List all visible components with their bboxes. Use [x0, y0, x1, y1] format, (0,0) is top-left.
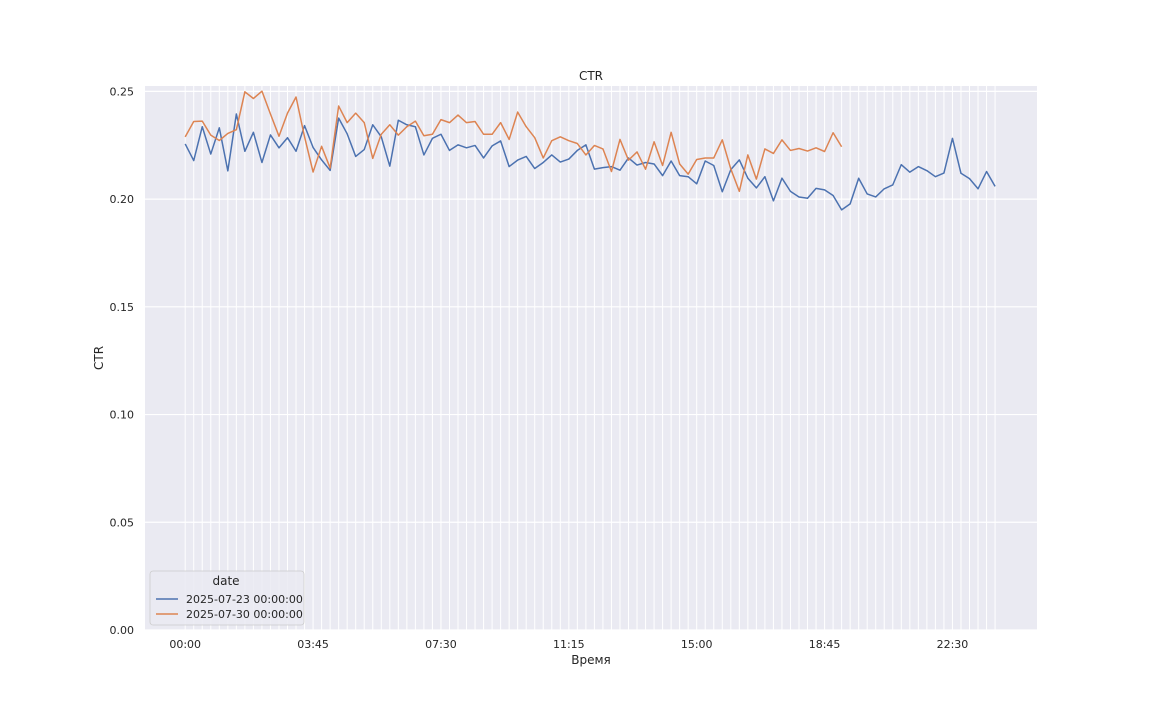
chart-title: CTR: [579, 69, 603, 83]
series-line: [184, 113, 996, 211]
series-lines: [184, 90, 996, 211]
x-tick-label: 00:00: [169, 638, 201, 651]
legend-entries: 2025-07-23 00:00:00 2025-07-30 00:00:00: [156, 593, 303, 621]
y-gridlines: [145, 90, 1037, 631]
series-line: [184, 90, 843, 193]
x-tick-label: 11:15: [553, 638, 585, 651]
y-tick-label: 0.00: [110, 624, 135, 637]
y-tick-label: 0.25: [110, 85, 135, 98]
y-tick-labels: 0.00 0.05 0.10 0.15 0.20 0.25: [110, 85, 135, 637]
x-tick-label: 07:30: [425, 638, 457, 651]
y-axis-label: CTR: [92, 346, 106, 370]
y-tick-label: 0.20: [110, 193, 135, 206]
y-tick-label: 0.15: [110, 301, 135, 314]
x-tick-labels: 00:00 03:45 07:30 11:15 15:00 18:45 22:30: [169, 638, 968, 651]
x-tick-label: 03:45: [297, 638, 329, 651]
x-axis-label: Время: [571, 653, 611, 667]
legend-entry-label: 2025-07-23 00:00:00: [186, 593, 303, 606]
legend-box: [149, 570, 305, 626]
plot-area: [145, 86, 1037, 630]
y-tick-label: 0.05: [110, 516, 135, 529]
x-tick-label: 22:30: [937, 638, 969, 651]
y-tick-label: 0.10: [110, 409, 135, 422]
legend: date 2025-07-23 00:00:00 2025-07-30 00:00…: [149, 570, 305, 626]
legend-entry-label: 2025-07-30 00:00:00: [186, 608, 303, 621]
legend-title: date: [212, 574, 239, 588]
x-gridlines: [184, 86, 996, 630]
x-tick-label: 15:00: [681, 638, 713, 651]
x-tick-label: 18:45: [809, 638, 841, 651]
